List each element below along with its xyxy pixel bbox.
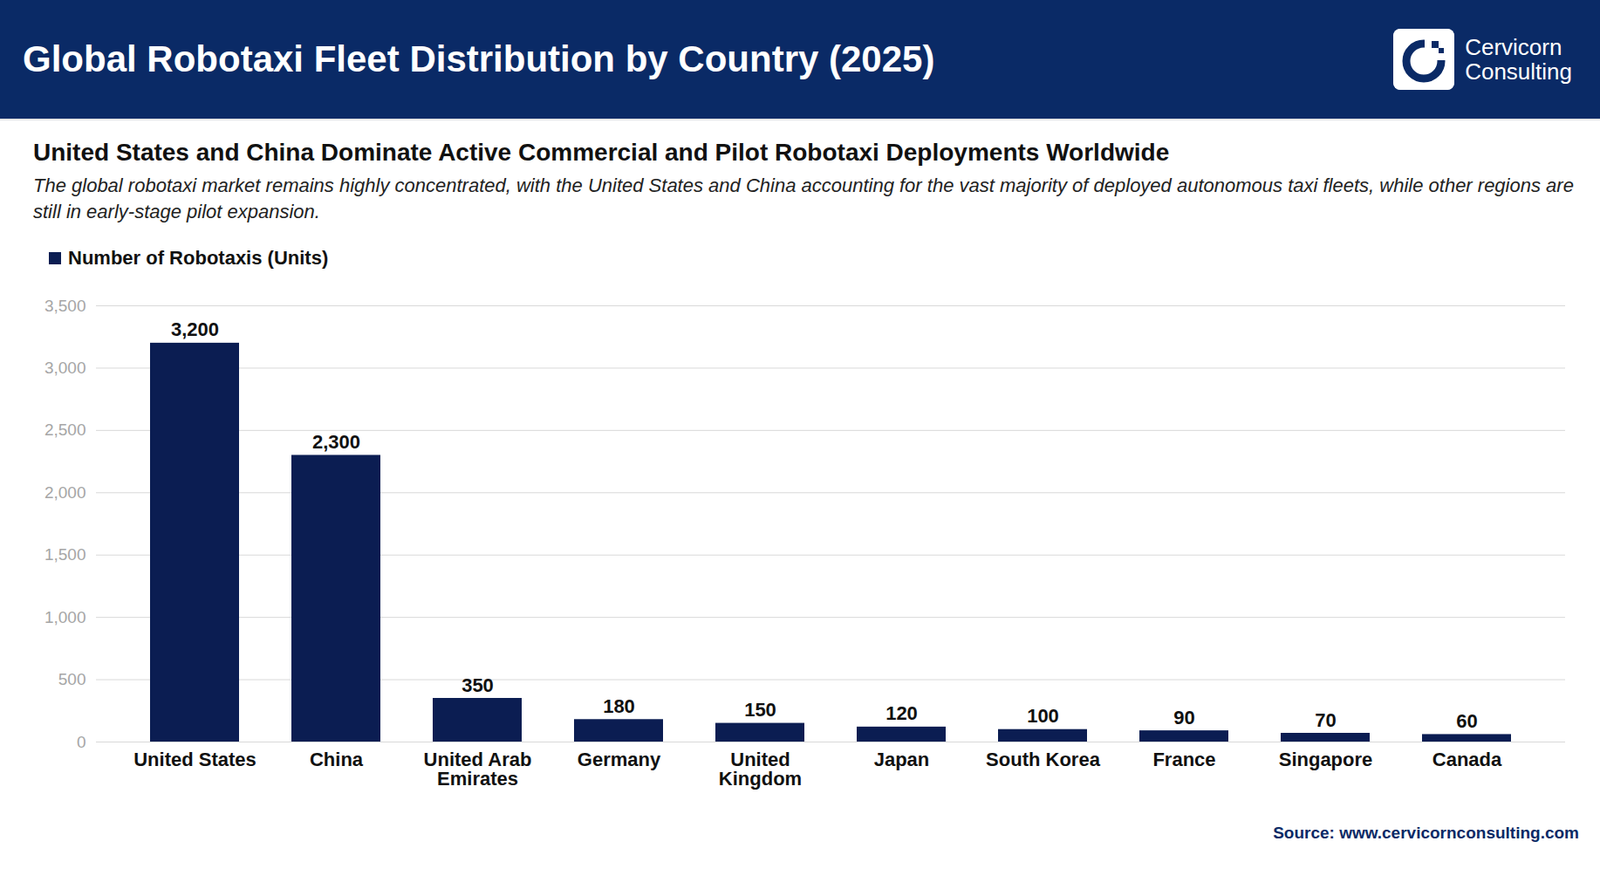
html-text:Source: www.cervicornconsultin: Source: www.cervicornconsulting.com <box>1272 823 1580 842</box>
svg-text:Singapore: Singapore <box>1278 748 1374 771</box>
svg-text:180: 180 <box>602 695 636 718</box>
svg-text:100: 100 <box>1026 704 1060 727</box>
svg-text:2,300: 2,300 <box>312 430 361 453</box>
svg-text:70: 70 <box>1314 709 1336 732</box>
svg-text:United States: United States <box>133 748 257 771</box>
svg-text:1,000: 1,000 <box>44 608 87 627</box>
svg-text:90: 90 <box>1173 706 1195 729</box>
html-text:Cervicorn: Cervicorn <box>1464 34 1562 61</box>
svg-text:France: France <box>1152 748 1216 771</box>
svg-text:2,000: 2,000 <box>44 483 87 502</box>
html-text:United States and China Domina: United States and China Dominate Active … <box>33 138 1170 166</box>
svg-text:Germany: Germany <box>577 748 662 771</box>
html-text:Consulting: Consulting <box>1464 58 1573 85</box>
svg-text:South Korea: South Korea <box>985 748 1101 771</box>
html-text:The global robotaxi market rem: The global robotaxi market remains highl… <box>33 174 1574 223</box>
svg-text:120: 120 <box>885 702 918 725</box>
svg-text:60: 60 <box>1456 710 1477 732</box>
svg-text:3,000: 3,000 <box>44 358 87 377</box>
html-text:Number of Robotaxis (Units): Number of Robotaxis (Units) <box>68 246 329 269</box>
svg-text:United ArabEmirates: United ArabEmirates <box>423 748 533 790</box>
svg-text:3,200: 3,200 <box>170 318 219 341</box>
svg-text:Canada: Canada <box>1432 748 1503 771</box>
svg-text:350: 350 <box>461 674 494 697</box>
html-text:Global Robotaxi Fleet Distribu: Global Robotaxi Fleet Distribution by Co… <box>22 38 935 80</box>
svg-text:UnitedKingdom: UnitedKingdom <box>718 748 802 790</box>
svg-text:150: 150 <box>744 698 777 721</box>
svg-text:China: China <box>309 748 364 771</box>
svg-text:500: 500 <box>58 670 87 689</box>
svg-text:3,500: 3,500 <box>44 296 87 315</box>
svg-text:Japan: Japan <box>874 748 930 771</box>
svg-text:0: 0 <box>76 732 87 752</box>
svg-text:1,500: 1,500 <box>44 545 87 564</box>
svg-text:2,500: 2,500 <box>44 420 87 439</box>
